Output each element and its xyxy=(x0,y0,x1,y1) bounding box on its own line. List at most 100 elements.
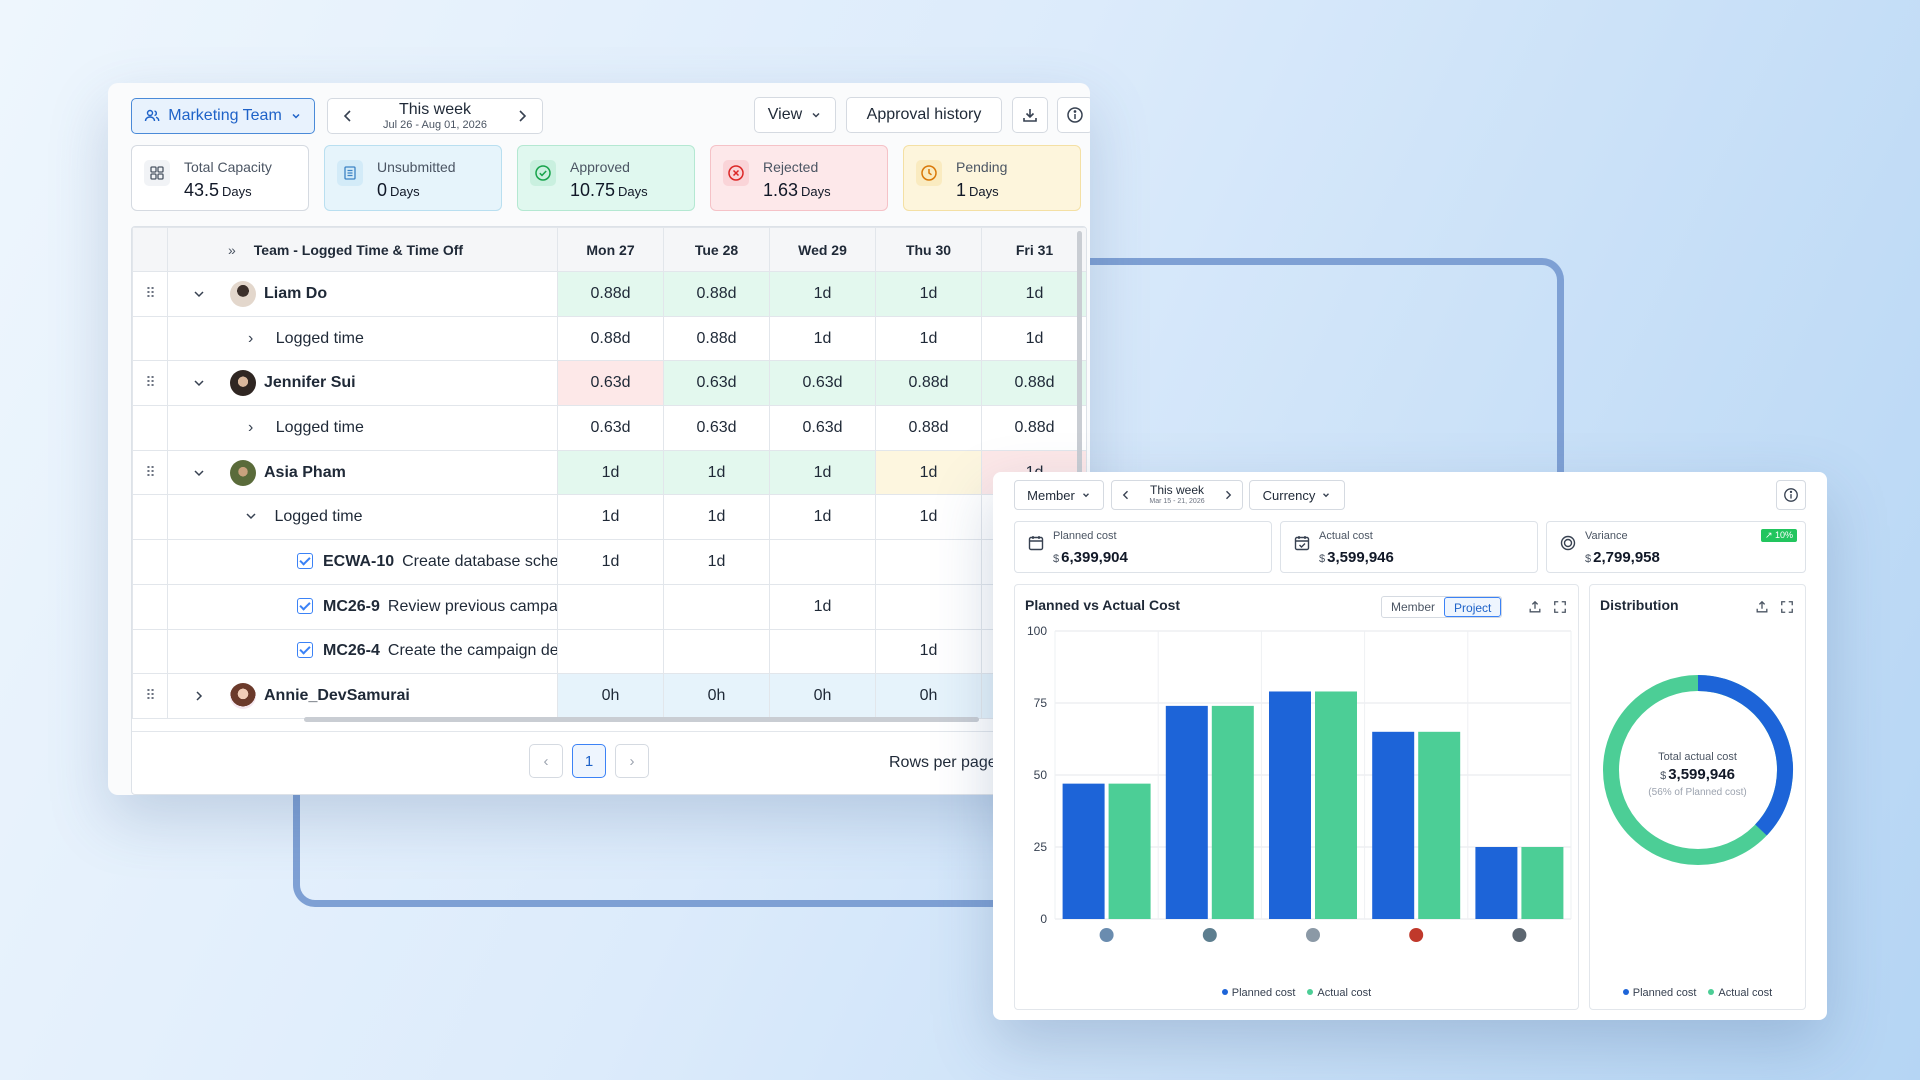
chevron-down-icon[interactable] xyxy=(244,509,258,523)
table-row[interactable]: ⠿ Asia Pham 1d 1d 1d 1d 1d xyxy=(132,449,1086,496)
chevron-left-icon[interactable] xyxy=(340,108,356,124)
table-row[interactable]: Logged time 1d 1d 1d 1d xyxy=(132,494,1086,541)
time-cell[interactable]: 1d xyxy=(769,315,876,362)
time-cell[interactable]: 0.63d xyxy=(663,405,770,451)
page-button[interactable]: 1 xyxy=(572,744,606,778)
checkbox[interactable] xyxy=(297,552,313,569)
toggle-project[interactable]: Project xyxy=(1444,597,1502,617)
horizontal-scrollbar[interactable] xyxy=(304,717,979,722)
team-selector[interactable]: Marketing Team xyxy=(131,98,315,134)
table-row[interactable]: ⠿ Annie_DevSamurai 0h 0h 0h 0h xyxy=(132,673,1086,719)
time-cell[interactable]: 1d xyxy=(981,315,1086,362)
table-row[interactable]: ECWA-10 Create database schema 1d 1d xyxy=(132,539,1086,585)
toggle-member[interactable]: Member xyxy=(1391,600,1436,614)
logged-time-cell[interactable]: › Logged time xyxy=(167,405,558,451)
time-cell[interactable] xyxy=(875,583,982,630)
time-cell[interactable]: 0.88d xyxy=(981,360,1086,407)
chevron-down-icon[interactable] xyxy=(192,287,206,301)
time-cell[interactable]: 1d xyxy=(769,494,876,541)
logged-time-cell[interactable]: › Logged time xyxy=(167,315,558,362)
chevron-right-icon[interactable] xyxy=(514,108,530,124)
time-cell[interactable]: 0.88d xyxy=(875,405,982,451)
time-cell[interactable]: 0.88d xyxy=(663,271,770,317)
time-cell[interactable]: 1d xyxy=(875,271,982,317)
time-cell[interactable]: 0h xyxy=(769,673,876,719)
chevron-right-icon[interactable]: › xyxy=(248,418,254,436)
prev-page-button[interactable]: ‹ xyxy=(529,744,563,778)
fullscreen-icon[interactable] xyxy=(1550,597,1570,617)
checkbox[interactable] xyxy=(297,597,313,614)
approval-history-button[interactable]: Approval history xyxy=(846,97,1002,133)
time-cell[interactable]: 0.63d xyxy=(769,405,876,451)
time-cell[interactable]: 1d xyxy=(875,315,982,362)
time-cell[interactable] xyxy=(769,539,876,585)
time-cell[interactable]: 0.63d xyxy=(663,360,770,407)
currency-dropdown[interactable]: Currency xyxy=(1249,480,1345,510)
time-cell[interactable] xyxy=(769,628,876,675)
chevron-right-icon[interactable] xyxy=(1222,489,1234,501)
time-cell[interactable]: 1d xyxy=(663,539,770,585)
time-cell[interactable] xyxy=(557,628,664,675)
task-cell[interactable]: MC26-9 Review previous campaign xyxy=(167,583,558,630)
vertical-scrollbar[interactable] xyxy=(1077,231,1082,481)
export-icon[interactable] xyxy=(1525,597,1545,617)
time-cell[interactable]: 1d xyxy=(663,449,770,496)
time-cell[interactable]: 0.88d xyxy=(875,360,982,407)
info-button[interactable] xyxy=(1057,97,1090,133)
table-row[interactable]: › Logged time 0.88d 0.88d 1d 1d 1d xyxy=(132,315,1086,362)
fullscreen-icon[interactable] xyxy=(1777,597,1797,617)
time-cell[interactable]: 0.88d xyxy=(981,405,1086,451)
person-cell[interactable]: Annie_DevSamurai xyxy=(167,673,558,719)
collapse-all-icon[interactable]: » xyxy=(228,241,236,258)
time-cell[interactable]: 1d xyxy=(769,449,876,496)
time-cell[interactable]: 1d xyxy=(875,494,982,541)
time-cell[interactable]: 0.88d xyxy=(557,315,664,362)
time-cell[interactable]: 0.88d xyxy=(663,315,770,362)
time-cell[interactable]: 0.63d xyxy=(769,360,876,407)
task-cell[interactable]: MC26-4 Create the campaign delive xyxy=(167,628,558,675)
time-cell[interactable]: 1d xyxy=(663,494,770,541)
chevron-down-icon[interactable] xyxy=(192,466,206,480)
time-cell[interactable]: 1d xyxy=(875,628,982,675)
logged-time-cell[interactable]: Logged time xyxy=(167,494,558,541)
time-cell[interactable]: 0.63d xyxy=(557,360,664,407)
time-cell[interactable]: 0.88d xyxy=(557,271,664,317)
time-cell[interactable]: 1d xyxy=(769,583,876,630)
drag-handle[interactable]: ⠿ xyxy=(132,360,168,407)
time-cell[interactable] xyxy=(663,583,770,630)
cost-info-button[interactable] xyxy=(1776,480,1806,510)
drag-handle[interactable]: ⠿ xyxy=(132,271,168,317)
time-cell[interactable]: 0h xyxy=(663,673,770,719)
chevron-right-icon[interactable]: › xyxy=(248,329,254,347)
time-cell[interactable] xyxy=(875,539,982,585)
view-dropdown[interactable]: View xyxy=(754,97,836,133)
task-cell[interactable]: ECWA-10 Create database schema xyxy=(167,539,558,585)
time-cell[interactable]: 1d xyxy=(769,271,876,317)
table-row[interactable]: ⠿ Jennifer Sui 0.63d 0.63d 0.63d 0.88d 0… xyxy=(132,360,1086,407)
drag-handle[interactable]: ⠿ xyxy=(132,449,168,496)
member-dropdown[interactable]: Member xyxy=(1014,480,1104,510)
time-cell[interactable]: 0h xyxy=(557,673,664,719)
time-cell[interactable]: 0h xyxy=(875,673,982,719)
chevron-left-icon[interactable] xyxy=(1120,489,1132,501)
table-row[interactable]: › Logged time 0.63d 0.63d 0.63d 0.88d 0.… xyxy=(132,405,1086,451)
checkbox[interactable] xyxy=(297,642,313,659)
chevron-down-icon[interactable] xyxy=(192,376,206,390)
time-cell[interactable]: 1d xyxy=(557,539,664,585)
chevron-right-icon[interactable] xyxy=(192,689,206,703)
time-cell[interactable] xyxy=(557,583,664,630)
table-row[interactable]: ⠿ Liam Do 0.88d 0.88d 1d 1d 1d xyxy=(132,271,1086,317)
time-cell[interactable]: 1d xyxy=(981,271,1086,317)
time-cell[interactable]: 0.63d xyxy=(557,405,664,451)
time-cell[interactable]: 1d xyxy=(557,449,664,496)
time-cell[interactable]: 1d xyxy=(557,494,664,541)
person-cell[interactable]: Asia Pham xyxy=(167,449,558,496)
person-cell[interactable]: Liam Do xyxy=(167,271,558,317)
next-page-button[interactable]: › xyxy=(615,744,649,778)
time-cell[interactable] xyxy=(663,628,770,675)
export-icon[interactable] xyxy=(1752,597,1772,617)
table-row[interactable]: MC26-9 Review previous campaign 1d xyxy=(132,583,1086,630)
table-row[interactable]: MC26-4 Create the campaign delive 1d xyxy=(132,628,1086,675)
time-cell[interactable]: 1d xyxy=(875,449,982,496)
download-button[interactable] xyxy=(1012,97,1048,133)
